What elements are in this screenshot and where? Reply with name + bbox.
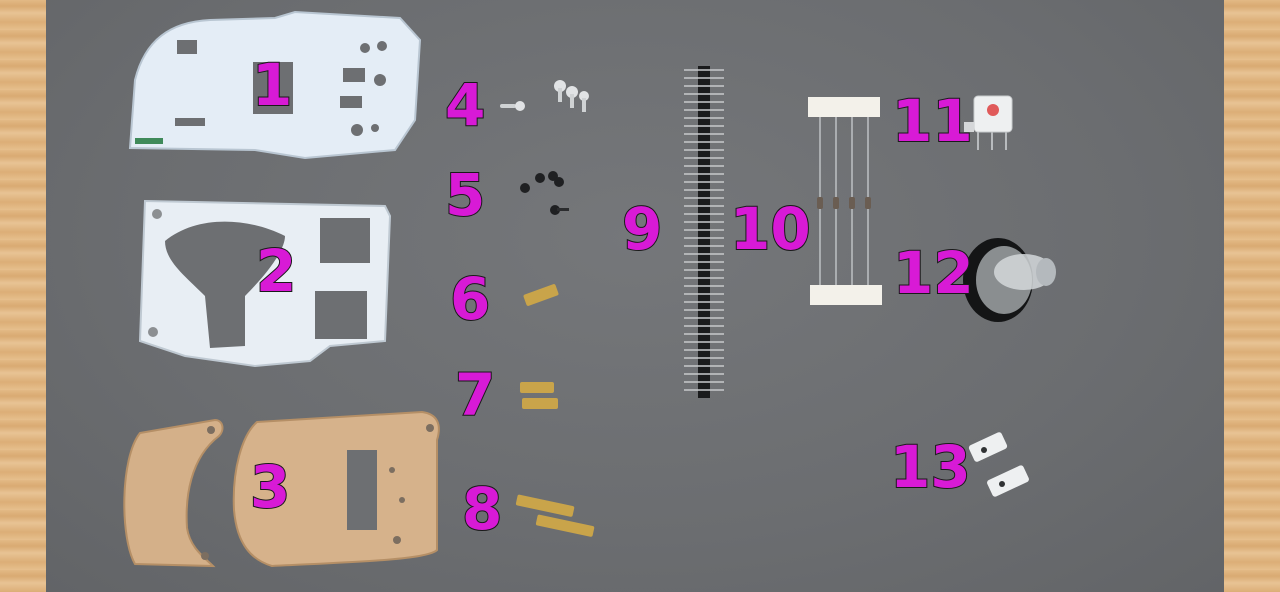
part-label-6: 6	[449, 265, 491, 333]
part-label-12: 12	[892, 239, 975, 307]
part-label-11: 11	[891, 87, 974, 155]
brass-standoff-part-6	[523, 284, 559, 306]
part-label-10: 10	[729, 195, 812, 263]
wooden-table-right	[1220, 0, 1280, 592]
silver-screws-part-4	[500, 80, 589, 112]
black-screws-part-5	[520, 171, 569, 215]
small-switches-part-13	[968, 432, 1029, 497]
rotary-encoder-part-11	[964, 95, 1013, 150]
part-label-5: 5	[444, 161, 486, 229]
diode-strip-part-10	[808, 97, 882, 305]
part-label-8: 8	[461, 475, 503, 543]
part-label-2: 2	[255, 237, 297, 305]
acrylic-plate-part-2	[138, 199, 392, 368]
scroll-wheel-part-12	[963, 238, 1056, 322]
pin-header-part-9	[684, 66, 724, 398]
brass-standoffs-part-7	[520, 382, 558, 409]
part-label-13: 13	[889, 433, 972, 501]
pcb-board-part-1	[128, 10, 422, 160]
brass-standoffs-long-part-8	[515, 494, 595, 537]
brown-plate-large-part-3	[232, 410, 440, 568]
part-label-1: 1	[251, 51, 293, 119]
part-label-3: 3	[249, 453, 291, 521]
part-label-9: 9	[621, 195, 663, 263]
wooden-table-left	[0, 0, 50, 592]
brown-plate-small-part-3	[123, 418, 224, 568]
part-label-7: 7	[454, 361, 496, 429]
part-label-4: 4	[444, 71, 486, 139]
